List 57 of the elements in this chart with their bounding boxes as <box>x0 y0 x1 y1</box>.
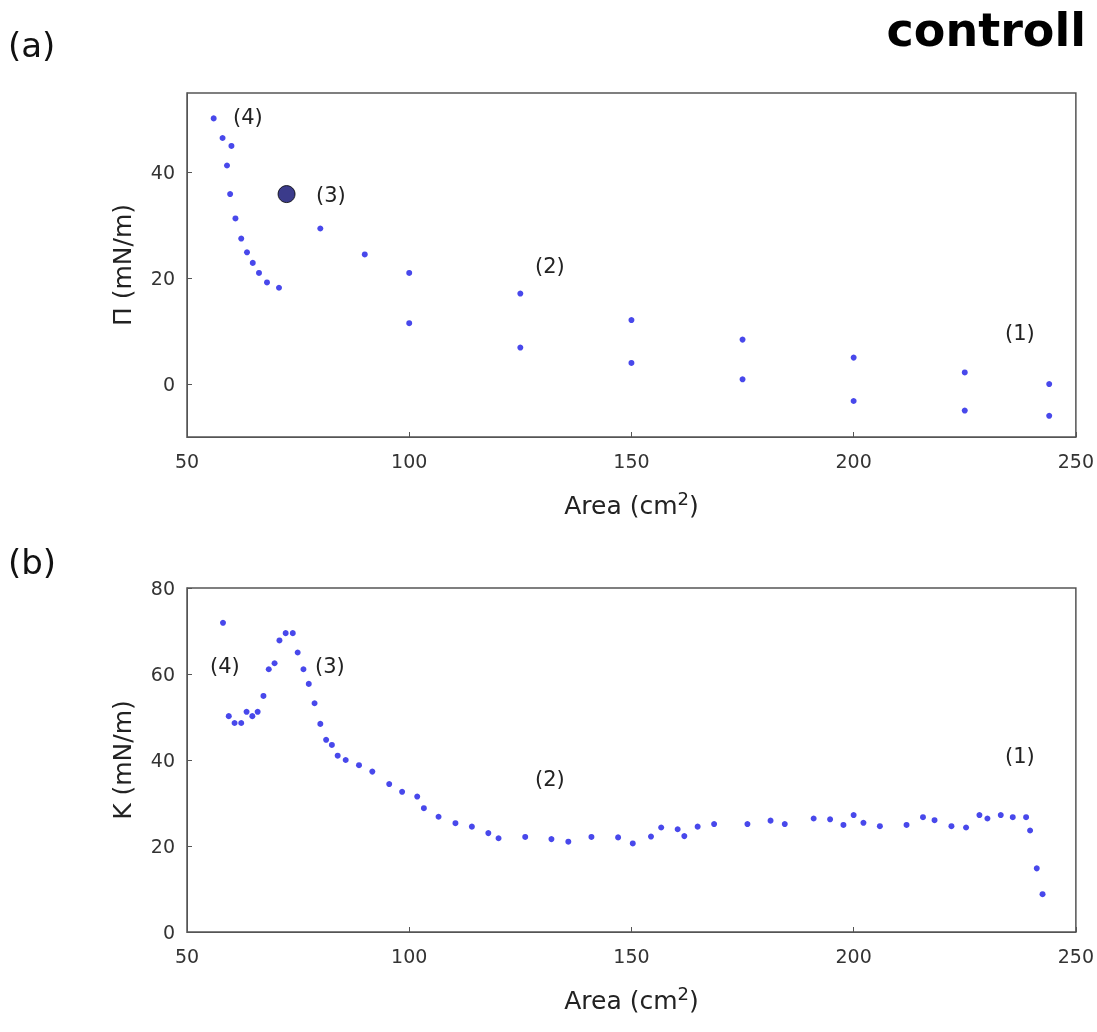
x-tick-label: 50 <box>174 944 200 967</box>
annotation: (1) <box>1005 743 1035 768</box>
y-tick-label: 40 <box>150 749 175 771</box>
point <box>517 290 524 297</box>
point <box>739 376 746 383</box>
x-tick-label: 250 <box>1057 449 1094 472</box>
y-tick-label: 60 <box>150 663 175 685</box>
annotation: (3) <box>316 182 346 207</box>
point <box>249 259 256 266</box>
annotation: (3) <box>315 653 345 678</box>
point <box>277 185 296 204</box>
point <box>244 249 250 256</box>
point <box>1046 412 1053 419</box>
annotation: (4) <box>210 653 240 678</box>
point <box>264 279 270 286</box>
point <box>850 354 857 361</box>
x-tick-label: 100 <box>391 944 428 967</box>
x-tick-label: 250 <box>1057 944 1094 967</box>
annotation: (2) <box>535 766 565 791</box>
annotation: (1) <box>1005 320 1035 345</box>
point <box>628 359 635 366</box>
y-tick-label: 0 <box>162 373 175 396</box>
point <box>1046 381 1053 388</box>
y-tick-label: 20 <box>150 267 175 290</box>
point <box>406 269 413 276</box>
y-tick-label: 0 <box>162 921 175 943</box>
x-tick-label: 50 <box>174 449 200 472</box>
annotation: (2) <box>535 253 565 278</box>
point <box>219 134 226 141</box>
y-tick-label: 20 <box>150 835 175 857</box>
point <box>850 398 857 405</box>
point <box>210 115 217 122</box>
point <box>961 369 968 376</box>
x-tick-label: 150 <box>613 944 650 967</box>
x-tick-label: 200 <box>835 449 872 472</box>
x-tick-label: 100 <box>391 449 428 472</box>
point <box>227 191 234 198</box>
text: (a) <box>8 25 56 65</box>
point <box>628 317 635 324</box>
point <box>961 407 968 414</box>
point <box>228 142 235 149</box>
point <box>238 235 245 242</box>
point <box>361 251 368 258</box>
x-tick-label: 150 <box>613 449 650 472</box>
x-tick-label: 200 <box>835 944 872 967</box>
y-tick-label: 40 <box>150 161 175 184</box>
chart-title: controll <box>886 3 1087 57</box>
point <box>276 284 282 291</box>
annotation: (4) <box>233 104 263 129</box>
point <box>256 269 262 276</box>
point <box>232 215 239 222</box>
point <box>406 320 413 327</box>
y-tick-label: 80 <box>150 577 175 599</box>
text: (b) <box>8 542 57 582</box>
point <box>224 162 230 169</box>
y-axis-title: Π (mN/m) <box>108 203 137 327</box>
y-axis-title: K (mN/m) <box>108 700 137 820</box>
